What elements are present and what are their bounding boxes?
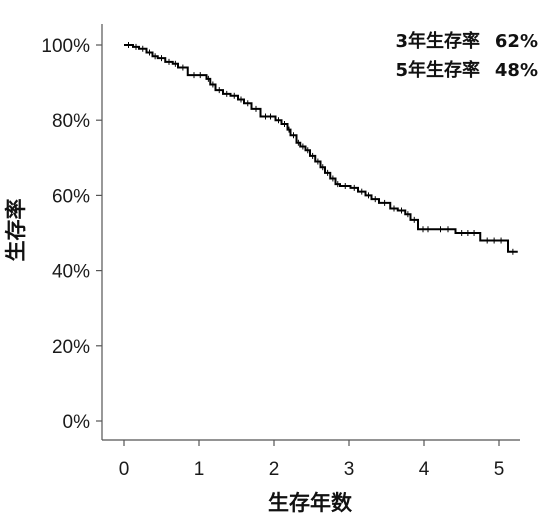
x-tick-label: 0 xyxy=(119,459,130,480)
annotation-5yr-label: 5年生存率 xyxy=(395,59,480,81)
y-tick-label: 0% xyxy=(63,412,91,433)
y-axis-title: 生存率 xyxy=(4,199,28,262)
axes xyxy=(101,24,520,441)
y-tick-labels: 0% 20% 40% 60% 80% 100% xyxy=(41,36,90,433)
tick-marks xyxy=(96,44,500,446)
survival-curve xyxy=(124,44,518,253)
annotation-5yr: 5年生存率 48% xyxy=(395,59,538,81)
y-tick-label: 40% xyxy=(52,262,90,283)
y-tick-label: 60% xyxy=(52,186,90,207)
annotation-3yr-label: 3年生存率 xyxy=(395,30,480,52)
x-tick-label: 4 xyxy=(419,459,430,480)
x-tick-labels: 0 1 2 3 4 5 xyxy=(119,459,505,480)
x-tick-label: 3 xyxy=(344,459,355,480)
annotation-3yr: 3年生存率 62% xyxy=(395,30,538,52)
x-tick-label: 1 xyxy=(194,459,205,480)
y-tick-label: 80% xyxy=(52,111,90,132)
annotation-5yr-value: 48% xyxy=(495,60,538,81)
x-tick-label: 5 xyxy=(494,459,505,480)
x-axis-title: 生存年数 xyxy=(268,491,353,515)
survival-curve-group xyxy=(124,42,518,255)
x-tick-label: 2 xyxy=(269,459,280,480)
y-tick-label: 100% xyxy=(41,36,90,57)
annotation-3yr-value: 62% xyxy=(495,31,538,52)
y-tick-label: 20% xyxy=(52,337,90,358)
